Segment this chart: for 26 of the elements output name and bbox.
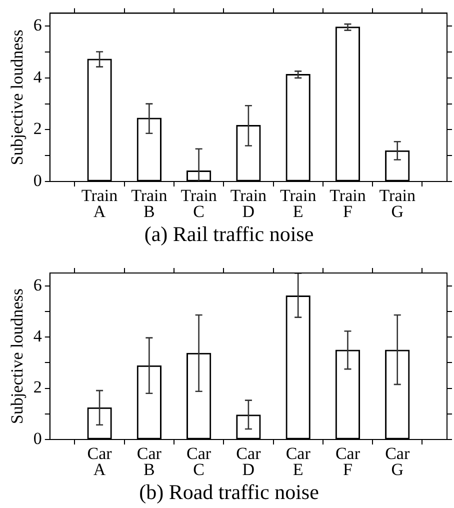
x-tick-label: Train E (280, 186, 317, 222)
x-tick-label: Car B (136, 444, 162, 480)
x-tick-label: Train C (180, 186, 218, 222)
x-tick-label: Car E (286, 444, 311, 480)
x-tick-label: Car C (186, 444, 212, 480)
x-tick-label: Train G (379, 186, 416, 222)
x-tick-label: Train D (230, 186, 268, 222)
x-tick-label: Train A (81, 186, 118, 222)
text: (b) Road traffic noise (139, 480, 319, 504)
y-tick-label: 0 (33, 170, 42, 190)
y-tick-label: 6 (33, 16, 42, 35)
text: (a) Rail traffic noise (144, 222, 314, 246)
x-tick-label: Car D (236, 444, 262, 480)
x-tick-label: Car A (87, 444, 112, 480)
y-tick-label: 2 (33, 119, 42, 138)
y-tick-label: 4 (33, 67, 42, 86)
y-tick-label: 0 (33, 428, 42, 448)
y-axis-title: Subjective loudness (8, 288, 27, 424)
x-tick-label: Train B (131, 186, 168, 222)
x-tick-label: Train F (330, 186, 366, 222)
y-axis-title: Subjective loudness (8, 30, 27, 166)
y-tick-label: 4 (33, 326, 42, 346)
x-tick-label: Car G (385, 444, 410, 480)
y-tick-label: 2 (33, 378, 42, 397)
x-tick-label: Car F (335, 444, 360, 480)
y-tick-label: 6 (33, 275, 42, 294)
